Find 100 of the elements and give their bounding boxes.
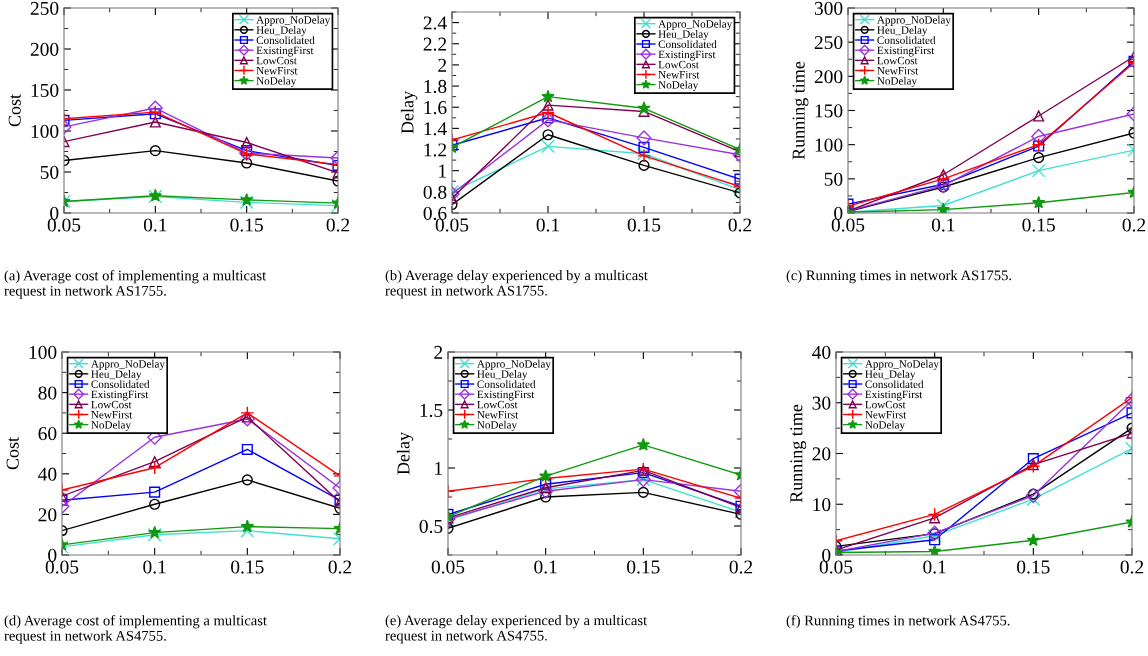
y-axis-title: Delay	[396, 432, 414, 475]
y-tick-label: 0.6	[423, 206, 447, 221]
legend-label: Consolidated	[658, 40, 717, 49]
y-tick-label: 1	[439, 164, 446, 178]
y-tick-label: 30	[812, 396, 831, 410]
y-tick-label: 200	[30, 42, 59, 56]
legend-label: Appro_NoDelay	[877, 15, 951, 26]
legend-label: NoDelay	[91, 420, 131, 431]
y-tick-label: 60	[38, 427, 57, 441]
y-tick-label: 150	[31, 83, 59, 97]
legend-label: LowCost	[477, 400, 518, 409]
legend-label: Appro_NoDelay	[256, 15, 331, 26]
x-tick-label: 0.05	[47, 218, 81, 232]
x-tick-label: 0.2	[728, 218, 752, 232]
x-tick-label: 0.05	[831, 218, 865, 232]
y-tick-label: 0.8	[423, 185, 447, 199]
legend-label: Heu_Delay	[865, 370, 916, 381]
y-axis-title: Delay	[400, 91, 418, 134]
x-tick-label: 0.2	[328, 560, 352, 574]
legend-label: ExistingFirst	[477, 390, 535, 401]
legend-label: Appro_NoDelay	[658, 19, 733, 30]
legend-label: ExistingFirst	[91, 390, 149, 401]
y-tick-label: 250	[814, 35, 843, 50]
legend-label: Heu_Delay	[477, 370, 528, 381]
y-tick-label: 300	[814, 1, 843, 15]
y-tick-label: 2.2	[423, 37, 447, 51]
y-tick-label: 50	[40, 165, 59, 179]
legend-label: NewFirst	[91, 411, 133, 419]
y-tick-label: 1.6	[424, 101, 447, 115]
x-tick-label: 0.1	[923, 560, 946, 574]
legend-label: LowCost	[256, 56, 297, 65]
x-tick-label: 0.05	[431, 560, 465, 574]
text: (c) Running times in network AS1755.	[786, 270, 1012, 284]
x-tick-label: 0.2	[1122, 218, 1146, 232]
legend-label: NewFirst	[865, 411, 907, 419]
text: (d) Average cost of implementing a multicast request in network AS4755.	[4, 615, 267, 644]
y-tick-label: 2	[434, 345, 443, 359]
legend-label: Appro_NoDelay	[91, 359, 165, 370]
y-tick-label: 1.2	[424, 143, 447, 157]
y-tick-label: 40	[812, 345, 831, 359]
legend-label: NewFirst	[658, 71, 700, 79]
x-tick-label: 0.1	[143, 218, 167, 232]
x-tick-label: 0.15	[230, 218, 263, 232]
y-tick-label: 0	[50, 206, 59, 220]
legend-label: NoDelay	[877, 76, 917, 87]
x-tick-label: 0.1	[143, 560, 166, 574]
legend-label: NewFirst	[477, 411, 519, 419]
x-tick-label: 0.2	[1120, 560, 1144, 574]
y-tick-label: 2.4	[423, 16, 447, 30]
y-tick-label: 0	[48, 548, 57, 562]
y-tick-label: 1.4	[424, 122, 447, 136]
y-tick-label: 2	[438, 58, 447, 72]
legend-label: NoDelay	[256, 76, 297, 87]
x-tick-label: 0.15	[627, 218, 661, 232]
legend-label: LowCost	[658, 60, 699, 69]
legend-label: Heu_Delay	[658, 30, 709, 41]
x-tick-label: 0.2	[326, 218, 350, 232]
legend-label: LowCost	[877, 56, 918, 65]
text: (a) Average cost of implementing a multicast request in network AS1755.	[4, 270, 267, 299]
x-tick-label: 0.15	[627, 560, 660, 574]
y-tick-label: 100	[815, 138, 843, 152]
legend-label: ExistingFirst	[865, 390, 923, 401]
y-tick-label: 100	[31, 124, 59, 138]
legend-label: Consolidated	[477, 380, 536, 389]
legend-label: Consolidated	[256, 36, 315, 45]
x-tick-label: 0.15	[1022, 218, 1055, 232]
legend-label: NewFirst	[256, 67, 298, 75]
x-tick-label: 0.1	[534, 560, 557, 574]
legend-label: ExistingFirst	[256, 46, 314, 57]
legend-label: NoDelay	[865, 420, 905, 431]
y-tick-label: 40	[38, 467, 57, 481]
y-tick-label: 0	[834, 206, 843, 220]
x-tick-label: 0.2	[729, 560, 753, 574]
legend-label: Consolidated	[865, 380, 924, 389]
legend-label: Heu_Delay	[877, 26, 928, 37]
x-tick-label: 0.05	[435, 218, 469, 232]
legend-label: LowCost	[91, 400, 132, 409]
x-tick-label: 0.1	[931, 218, 955, 232]
text: (f) Running times in network AS4755.	[786, 615, 1010, 629]
legend-label: Appro_NoDelay	[477, 359, 551, 370]
y-axis-title: Cost	[8, 94, 21, 127]
legend-label: ExistingFirst	[877, 46, 935, 57]
legend-label: Heu_Delay	[256, 26, 307, 37]
text: (b) Average delay experienced by a multicast request in network AS1755.	[385, 270, 648, 299]
x-tick-label: 0.15	[1017, 560, 1050, 574]
text: (e) Average delay experienced by a multicast request in network AS4755.	[385, 615, 648, 644]
legend-label: LowCost	[865, 400, 906, 409]
y-tick-label: 150	[815, 104, 843, 118]
legend-label: Consolidated	[877, 36, 936, 45]
legend-label: ExistingFirst	[658, 50, 716, 61]
x-tick-label: 0.15	[231, 560, 264, 574]
y-tick-label: 50	[824, 172, 843, 186]
legend-label: NewFirst	[877, 67, 919, 75]
y-tick-label: 20	[812, 447, 831, 461]
y-tick-label: 0.5	[419, 519, 443, 534]
y-tick-label: 250	[30, 1, 59, 15]
y-tick-label: 0	[822, 548, 831, 562]
y-axis-title: Running time	[790, 404, 807, 503]
legend-label: NoDelay	[658, 80, 699, 91]
y-tick-label: 10	[813, 498, 831, 512]
